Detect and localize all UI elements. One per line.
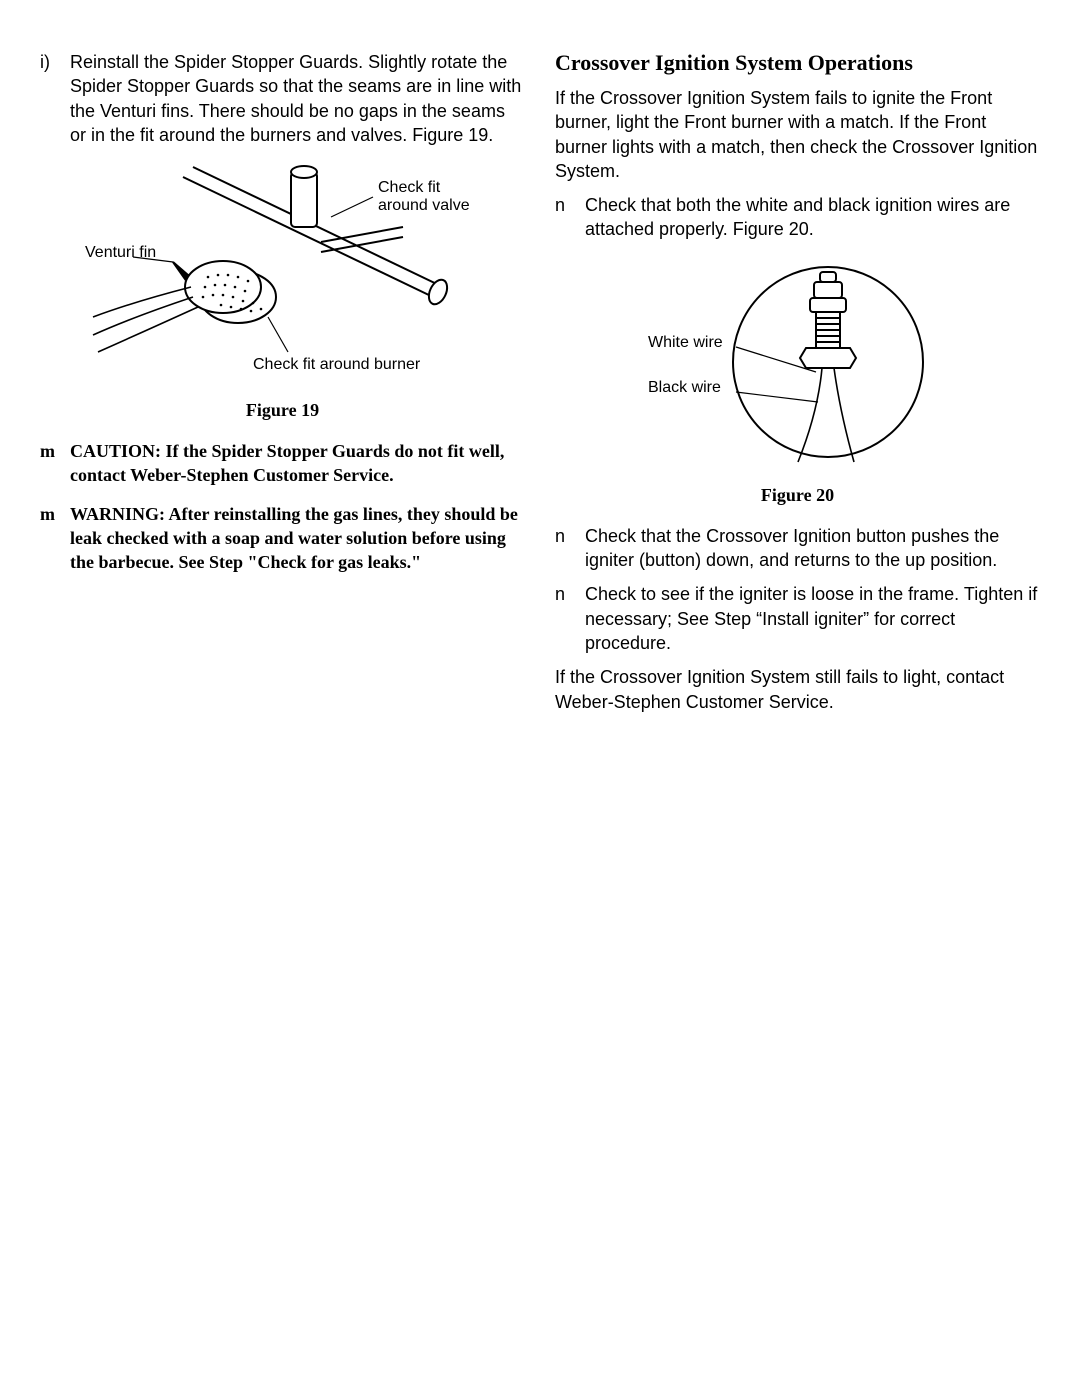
- fig19-label-check-valve-2: around valve: [378, 197, 470, 214]
- fig19-label-check-valve-1: Check fit: [378, 179, 441, 196]
- fig20-label-white: White wire: [648, 334, 723, 351]
- outro-paragraph: If the Crossover Ignition System still f…: [555, 665, 1040, 714]
- warning-marker: m: [40, 502, 70, 575]
- check-item-2: n Check that the Crossover Ignition butt…: [555, 524, 1040, 573]
- fig20-label-black: Black wire: [648, 379, 721, 396]
- step-i-text: Reinstall the Spider Stopper Guards. Sli…: [70, 50, 525, 147]
- warning-text: WARNING: After reinstalling the gas line…: [70, 502, 525, 575]
- check-item-3: n Check to see if the igniter is loose i…: [555, 582, 1040, 655]
- step-i-marker: i): [40, 50, 70, 147]
- check-item-1-text: Check that both the white and black igni…: [585, 193, 1040, 242]
- caution-text: CAUTION: If the Spider Stopper Guards do…: [70, 439, 525, 488]
- check-item-1-marker: n: [555, 193, 585, 242]
- warning-block: m WARNING: After reinstalling the gas li…: [40, 502, 525, 575]
- caution-block: m CAUTION: If the Spider Stopper Guards …: [40, 439, 525, 488]
- figure-20: White wire Black wire Figure 20: [555, 252, 1040, 506]
- check-item-2-text: Check that the Crossover Ignition button…: [585, 524, 1040, 573]
- fig19-label-venturi: Venturi fin: [85, 244, 156, 261]
- check-item-3-text: Check to see if the igniter is loose in …: [585, 582, 1040, 655]
- intro-paragraph: If the Crossover Ignition System fails t…: [555, 86, 1040, 183]
- figure-19-svg: Venturi fin Check fit around valve Check…: [73, 157, 493, 387]
- left-column: i) Reinstall the Spider Stopper Guards. …: [40, 50, 525, 724]
- step-i: i) Reinstall the Spider Stopper Guards. …: [40, 50, 525, 147]
- caution-marker: m: [40, 439, 70, 488]
- fig19-label-check-burner: Check fit around burner: [253, 356, 421, 373]
- check-item-3-marker: n: [555, 582, 585, 655]
- page-columns: i) Reinstall the Spider Stopper Guards. …: [40, 50, 1040, 724]
- check-item-1: n Check that both the white and black ig…: [555, 193, 1040, 242]
- figure-20-svg: White wire Black wire: [628, 252, 968, 472]
- check-item-2-marker: n: [555, 524, 585, 573]
- right-column: Crossover Ignition System Operations If …: [555, 50, 1040, 724]
- figure-20-caption: Figure 20: [555, 485, 1040, 506]
- figure-19-caption: Figure 19: [40, 400, 525, 421]
- section-title: Crossover Ignition System Operations: [555, 50, 1040, 76]
- figure-19: Venturi fin Check fit around valve Check…: [40, 157, 525, 421]
